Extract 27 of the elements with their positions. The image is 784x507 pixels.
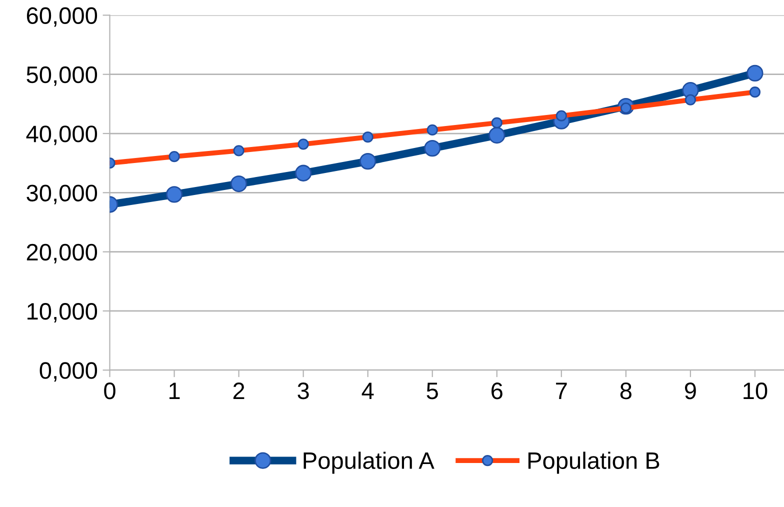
x-tick-label: 4 [362,382,374,400]
x-tick-label: 10 [744,382,768,400]
x-tick-label: 3 [298,382,309,400]
x-tick-label: 9 [684,382,696,400]
x-tick-label: 1 [170,382,180,400]
y-tick-label: 10,000 [28,303,98,323]
y-tick-label: 60,000 [26,7,98,27]
x-tick-label: 6 [492,382,502,400]
point [294,164,312,182]
legend-label: Population A [304,452,434,474]
y-tick-label: 20,000 [26,244,98,264]
point [166,186,183,203]
x-tick-label: 8 [620,382,632,400]
legend-label: Population B [528,452,660,474]
point [424,140,441,157]
point [230,175,248,192]
point [746,64,764,82]
x-tick-label: 0 [104,382,116,400]
x-tick-label: 2 [233,382,244,400]
point [360,152,376,170]
x-tick-label: 7 [556,382,567,400]
y-tick-label: 50,000 [26,66,98,86]
y-tick-label: 30,000 [26,184,98,204]
y-tick-label: 40,000 [26,126,98,146]
x-tick-label: 5 [426,382,438,400]
point [488,126,506,144]
y-tick-label: 0,000 [40,362,98,382]
